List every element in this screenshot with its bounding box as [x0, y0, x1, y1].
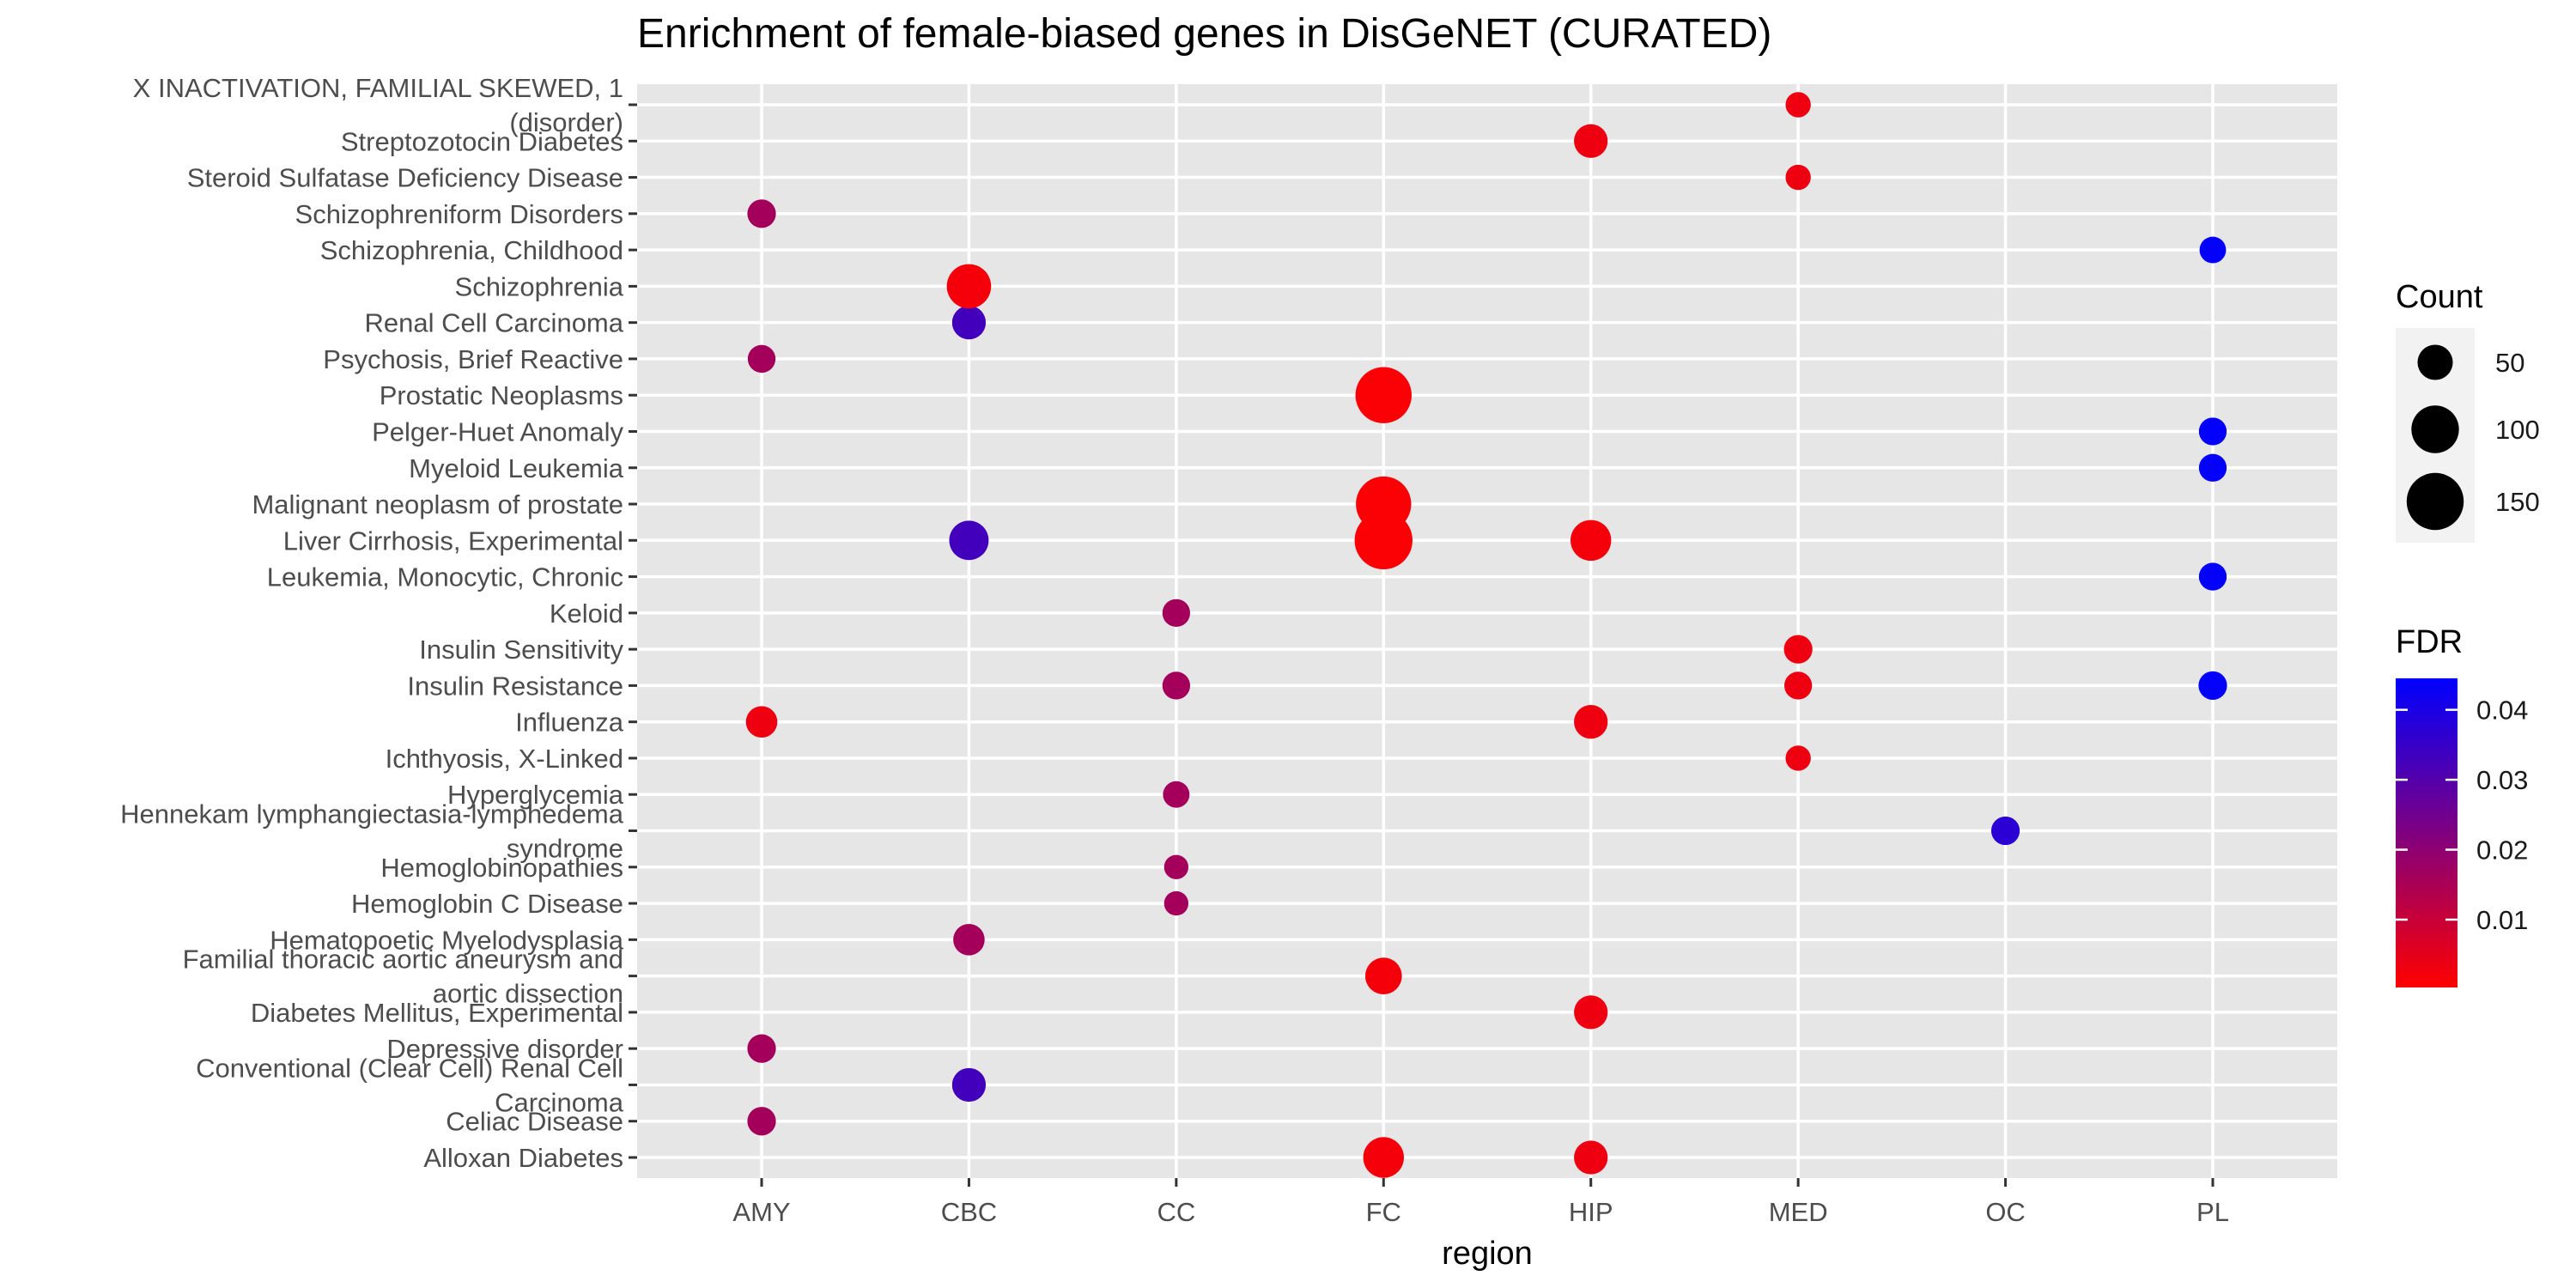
data-point: [1785, 92, 1811, 118]
data-point: [2198, 417, 2227, 446]
data-point: [1785, 164, 1811, 191]
data-point: [1785, 745, 1811, 771]
y-tick-label: Hennekam lymphangiectasia-lymphedema synd…: [120, 799, 624, 864]
y-tick-label: Keloid: [550, 598, 623, 629]
legend-count-key: [2406, 472, 2464, 531]
data-point: [1163, 890, 1189, 916]
x-tick-label: HIP: [1569, 1197, 1613, 1227]
legend-count-label: 150: [2495, 487, 2540, 517]
y-tick-label: Insulin Resistance: [407, 671, 623, 701]
x-tick-label: FC: [1366, 1197, 1401, 1227]
y-tick-label: X INACTIVATION, FAMILIAL SKEWED, 1 (disor…: [133, 73, 623, 137]
data-point: [1163, 781, 1190, 808]
data-point: [747, 1034, 776, 1063]
y-tick-label: Psychosis, Brief Reactive: [323, 344, 623, 374]
x-tick-label: OC: [1985, 1197, 2026, 1227]
data-point: [1574, 995, 1608, 1030]
y-tick-label: Prostatic Neoplasms: [380, 380, 623, 410]
y-tick-label: Alloxan Diabetes: [423, 1143, 623, 1173]
data-point: [2198, 562, 2227, 591]
data-point: [1783, 671, 1813, 700]
y-tick-label: Diabetes Mellitus, Experimental: [251, 998, 623, 1028]
data-point: [951, 306, 987, 340]
data-point: [953, 924, 985, 956]
y-tick-label: Schizophrenia: [455, 271, 624, 301]
data-point: [949, 520, 989, 561]
data-point: [1355, 367, 1412, 423]
legend-fdr-label: 0.01: [2476, 905, 2528, 935]
y-tick-label: Hemoglobin C Disease: [351, 889, 623, 919]
data-point: [1574, 705, 1608, 739]
y-tick-label: Hemoglobinopathies: [380, 853, 623, 883]
y-tick-label: Renal Cell Carcinoma: [364, 308, 623, 338]
x-tick-label: AMY: [732, 1197, 790, 1227]
y-tick-label: Hematopoetic Myelodysplasia: [270, 925, 624, 955]
data-point: [946, 264, 992, 309]
data-point: [2198, 453, 2227, 482]
legend-count-key: [2411, 405, 2459, 453]
y-tick-label: Hyperglycemia: [447, 780, 624, 810]
data-point: [1574, 124, 1608, 158]
data-point: [2198, 671, 2227, 701]
data-point: [745, 706, 778, 738]
y-tick-label: Liver Cirrhosis, Experimental: [283, 526, 623, 556]
y-tick-label: Celiac Disease: [446, 1107, 623, 1137]
y-tick-label: Malignant neoplasm of prostate: [252, 489, 623, 519]
y-tick-label: Streptozotocin Diabetes: [341, 126, 623, 156]
chart-title: Enrichment of female-biased genes in Dis…: [637, 11, 1772, 57]
data-point: [1356, 476, 1412, 532]
legend-count-label: 100: [2495, 415, 2540, 445]
x-tick-label: MED: [1769, 1197, 1828, 1227]
data-point: [1163, 854, 1189, 879]
y-tick-label: Depressive disorder: [386, 1034, 623, 1064]
data-point: [2199, 236, 2227, 264]
data-point: [1162, 598, 1191, 628]
x-axis-title: region: [1442, 1236, 1533, 1272]
x-tick-label: PL: [2196, 1197, 2229, 1227]
data-point: [1364, 957, 1402, 994]
y-tick-label: Conventional (Clear Cell) Renal Cell Carc…: [196, 1053, 624, 1117]
y-tick-label: Pelger-Huet Anomaly: [372, 416, 623, 447]
legend-fdr-label: 0.03: [2476, 765, 2528, 795]
legend-fdr-title: FDR: [2396, 624, 2463, 660]
legend-fdr-colorbar: [2396, 678, 2458, 987]
data-point: [1162, 671, 1191, 700]
data-point: [1783, 635, 1813, 664]
y-tick-label: Familial thoracic aortic aneurysm and aor…: [183, 945, 623, 1009]
data-point: [1990, 816, 2020, 846]
y-tick-label: Insulin Sensitivity: [419, 635, 623, 665]
data-point: [1363, 1137, 1404, 1178]
data-point: [1574, 1140, 1608, 1175]
y-tick-label: Myeloid Leukemia: [409, 453, 624, 483]
legend-fdr-label: 0.02: [2476, 835, 2528, 866]
data-point: [747, 344, 776, 374]
data-point: [747, 199, 776, 228]
legend-fdr-label: 0.04: [2476, 696, 2528, 726]
legend-count-label: 50: [2495, 348, 2524, 378]
y-tick-label: Ichthyosis, X-Linked: [386, 744, 623, 774]
y-tick-label: Steroid Sulfatase Deficiency Disease: [187, 163, 623, 193]
y-tick-label: Schizophreniform Disorders: [295, 199, 623, 229]
data-point: [747, 1107, 776, 1136]
y-tick-label: Influenza: [515, 708, 624, 738]
data-point: [951, 1067, 987, 1103]
x-tick-label: CC: [1157, 1197, 1195, 1227]
legend-count-title: Count: [2396, 279, 2483, 315]
x-tick-label: CBC: [941, 1197, 997, 1227]
data-point: [1571, 519, 1612, 562]
plot-panel: [637, 84, 2337, 1178]
y-tick-label: Leukemia, Monocytic, Chronic: [267, 562, 623, 592]
y-tick-label: Schizophrenia, Childhood: [320, 235, 623, 265]
legend-count-key: [2417, 344, 2453, 380]
